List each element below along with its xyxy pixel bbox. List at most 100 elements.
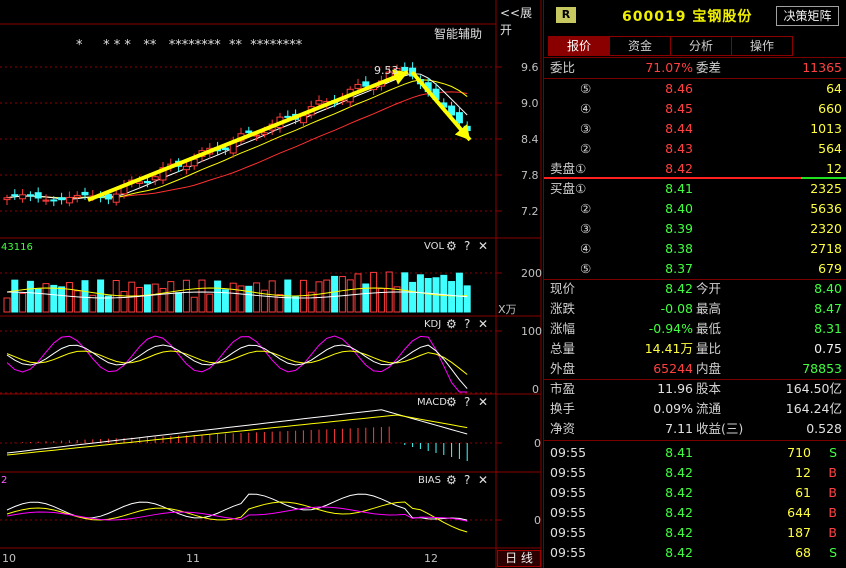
- tick-time: 09:55: [550, 525, 587, 540]
- buy-level: ⑤: [580, 261, 592, 276]
- quote-tabs: 报价 资金 分析 操作: [548, 36, 793, 56]
- volume-bar: [11, 279, 19, 313]
- r-badge: R: [556, 7, 576, 23]
- bias-gear-icon[interactable]: ⚙: [446, 473, 457, 487]
- candle-body: [34, 192, 42, 199]
- buy-row[interactable]: ⑤ 8.37 679: [544, 259, 846, 279]
- stat-value: 8.31: [814, 321, 842, 336]
- volume-bar: [463, 285, 471, 313]
- stat-label: 量比: [696, 341, 722, 356]
- sell-level: ⑤: [580, 81, 592, 96]
- buy-level: ②: [580, 201, 592, 216]
- sell-row[interactable]: ② 8.43 564: [544, 139, 846, 159]
- buy-row[interactable]: ② 8.40 5636: [544, 199, 846, 219]
- bias-left-value: 2: [1, 475, 8, 486]
- stat-label: 总量: [550, 341, 576, 356]
- tab-operations[interactable]: 操作: [731, 36, 793, 56]
- vol-gear-icon[interactable]: ⚙: [446, 239, 457, 253]
- vol-unit: X万: [498, 303, 517, 316]
- expand-button[interactable]: <<展开: [500, 6, 533, 37]
- volume-bar: [42, 283, 50, 313]
- sell-volume: 660: [818, 101, 842, 116]
- bias-close-icon[interactable]: ✕: [478, 473, 489, 487]
- fund-value: 0.09%: [653, 401, 693, 416]
- candle-body: [455, 112, 463, 124]
- kdj-gear-icon[interactable]: ⚙: [446, 317, 457, 331]
- buy-row[interactable]: ④ 8.38 2718: [544, 239, 846, 259]
- stat-label: 外盘: [550, 361, 576, 376]
- stat-value: 78853: [802, 361, 842, 376]
- volume-bar: [214, 280, 222, 313]
- divider: [544, 57, 846, 58]
- uptrend-arrow-head: [392, 69, 408, 85]
- smart-assist-label[interactable]: 智能辅助: [434, 27, 483, 41]
- tick-volume: 710: [787, 445, 811, 460]
- tick-time: 09:55: [550, 505, 587, 520]
- volume-bar: [136, 286, 144, 313]
- tick-side: B: [828, 485, 837, 500]
- weicha-value: 11365: [802, 60, 842, 75]
- fund-label: 股本: [696, 381, 722, 396]
- candle-body: [19, 194, 27, 200]
- buy-level: ④: [580, 241, 592, 256]
- volume-bar: [104, 295, 112, 313]
- sell-row[interactable]: ⑤ 8.46 64: [544, 79, 846, 99]
- kline-chart-svg[interactable]: [0, 0, 542, 568]
- buy-row[interactable]: 买盘① 8.41 2325: [544, 179, 846, 199]
- macd-dea-line: [6, 414, 468, 456]
- fund-label: 净资: [550, 421, 576, 436]
- y-tick: 7.2: [521, 205, 539, 218]
- tab-analysis[interactable]: 分析: [670, 36, 732, 56]
- candle-body: [362, 81, 370, 87]
- volume-bar: [182, 279, 190, 313]
- quote-header: R 600019 宝钢股份 决策矩阵: [544, 0, 846, 32]
- stock-code: 600019: [622, 9, 687, 25]
- tick-price: 8.42: [665, 485, 693, 500]
- book-divider-green: [801, 177, 846, 179]
- buy-row[interactable]: ③ 8.39 2320: [544, 219, 846, 239]
- bias-help-icon[interactable]: ?: [464, 473, 471, 487]
- volume-bar: [151, 283, 159, 313]
- downtrend-arrow: [410, 70, 472, 142]
- sell-row[interactable]: ④ 8.45 660: [544, 99, 846, 119]
- period-button[interactable]: 日 线: [497, 550, 541, 567]
- stat-label: 涨幅: [550, 321, 576, 336]
- kdj-help-icon[interactable]: ?: [464, 317, 471, 331]
- tick-price: 8.42: [665, 465, 693, 480]
- volume-bar: [159, 287, 167, 313]
- vol-help-icon[interactable]: ?: [464, 239, 471, 253]
- y-tick: 9.6: [521, 61, 539, 74]
- tick-volume: 644: [787, 505, 811, 520]
- stat-label: 最低: [696, 321, 722, 336]
- volume-bar: [221, 289, 229, 313]
- tab-funds[interactable]: 资金: [609, 36, 671, 56]
- macd-help-icon[interactable]: ?: [464, 395, 471, 409]
- macd-dif-line: [6, 409, 468, 454]
- tick-volume: 187: [787, 525, 811, 540]
- tick-row: 09:55 8.42 12 B: [544, 463, 846, 483]
- kdj-close-icon[interactable]: ✕: [478, 317, 489, 331]
- fund-label: 流通: [696, 401, 722, 416]
- macd-gear-icon[interactable]: ⚙: [446, 395, 457, 409]
- sell-row[interactable]: 卖盘① 8.42 12: [544, 159, 846, 179]
- downtrend-arrow-head: [454, 124, 470, 140]
- kline-chart-area[interactable]: <<展开 智能辅助 * * * * ** ******** ** *******…: [0, 0, 542, 568]
- ma20-line: [6, 91, 468, 199]
- stat-label: 今开: [696, 281, 722, 296]
- volume-bar: [346, 279, 354, 313]
- vol-ma-line: [6, 291, 468, 299]
- volume-bar: [198, 279, 206, 313]
- stat-label: 现价: [550, 281, 576, 296]
- volume-bar: [338, 276, 346, 313]
- sell-row[interactable]: ③ 8.44 1013: [544, 119, 846, 139]
- volume-bar: [206, 293, 214, 313]
- book-divider: [544, 177, 801, 179]
- tab-quote[interactable]: 报价: [548, 36, 610, 56]
- candle-body: [315, 100, 323, 105]
- bias-line-3: [6, 506, 468, 522]
- macd-close-icon[interactable]: ✕: [478, 395, 489, 409]
- volume-bar: [370, 271, 378, 313]
- vol-close-icon[interactable]: ✕: [478, 239, 489, 253]
- candle-body: [143, 180, 151, 184]
- decision-matrix-button[interactable]: 决策矩阵: [776, 6, 839, 26]
